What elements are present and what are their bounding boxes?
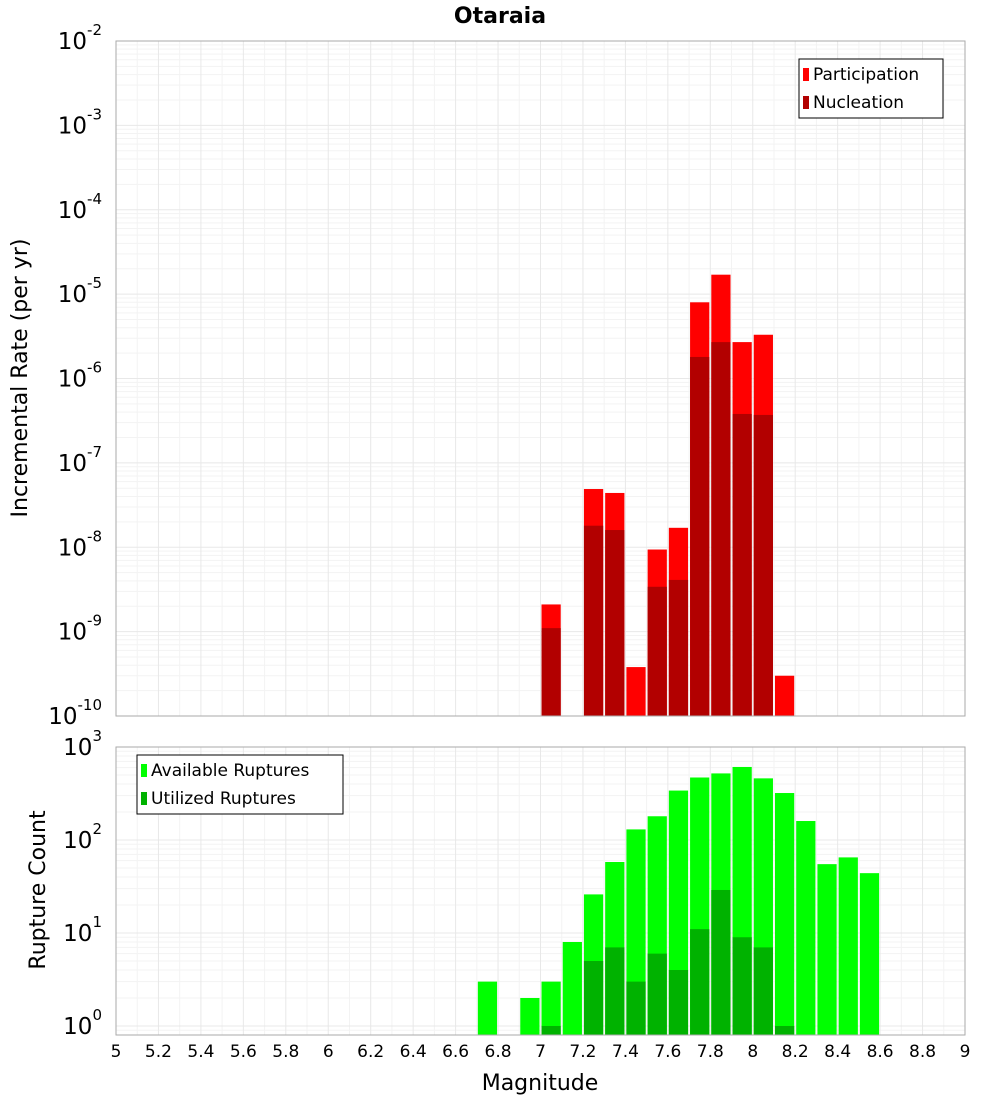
- x-tick-label: 5.2: [145, 1042, 172, 1062]
- bar-utilized-ruptures: [583, 960, 604, 1035]
- bar-available-ruptures: [817, 864, 837, 1035]
- bar-nucleation: [647, 586, 667, 716]
- x-tick-label: 7.4: [612, 1042, 639, 1062]
- legend: Participation Nucleation: [798, 58, 944, 119]
- legend-label: Utilized Ruptures: [151, 789, 296, 809]
- bar-participation: [774, 675, 795, 716]
- bottom-plot-area: 100 101 102 103 5 5.2 5.4 5.6 5.8 6 6.2 6.4 6.6 6.8 7 7…: [63, 727, 970, 1062]
- y-tick-label: 10-7: [58, 443, 102, 477]
- y-tick-label: 100: [63, 1006, 102, 1040]
- bar-utilized-ruptures: [668, 969, 689, 1035]
- y-tick-label: 10-3: [58, 105, 102, 139]
- bar-available-ruptures: [520, 997, 540, 1035]
- x-tick-label: 8.4: [824, 1042, 851, 1062]
- bar-utilized-ruptures: [626, 981, 646, 1035]
- bar-nucleation: [583, 525, 604, 716]
- x-tick-label: 8.8: [909, 1042, 936, 1062]
- bar-available-ruptures: [774, 793, 795, 1035]
- x-tick-label: 8: [747, 1042, 758, 1062]
- x-tick-label: 8.2: [782, 1042, 809, 1062]
- top-y-axis-label: Incremental Rate (per yr): [8, 239, 33, 518]
- x-tick-label: 7.2: [569, 1042, 596, 1062]
- x-tick-label: 6.4: [400, 1042, 427, 1062]
- bar-available-ruptures: [796, 821, 816, 1035]
- x-tick-label: 5.4: [187, 1042, 214, 1062]
- x-tick-label: 7: [535, 1042, 546, 1062]
- bar-nucleation: [605, 530, 625, 716]
- bar-utilized-ruptures: [711, 889, 731, 1035]
- bar-nucleation: [753, 414, 773, 716]
- legend-swatch: [803, 96, 809, 109]
- x-tick-label: 7.6: [654, 1042, 681, 1062]
- plot-frame: [115, 746, 966, 1036]
- bar-nucleation: [711, 342, 731, 716]
- top-plot-area: 10-10 10-9 10-8 10-7 10-6 10-5 10-4 10-3 10-2 Par…: [48, 21, 966, 730]
- bar-utilized-ruptures: [690, 929, 710, 1035]
- legend: Available Ruptures Utilized Ruptures: [136, 754, 344, 815]
- y-tick-label: 10-10: [48, 696, 102, 730]
- bar-nucleation: [732, 413, 752, 716]
- legend-label: Participation: [813, 65, 919, 85]
- legend-label: Available Ruptures: [151, 761, 309, 781]
- x-tick-label: 6.2: [357, 1042, 384, 1062]
- bar-utilized-ruptures: [774, 1025, 795, 1035]
- bar-utilized-ruptures: [541, 1025, 561, 1035]
- legend-swatch: [141, 764, 147, 777]
- x-tick-label: 6.8: [485, 1042, 512, 1062]
- bar-participation: [626, 667, 646, 716]
- legend-box: [798, 58, 944, 119]
- x-tick-label: 5.8: [272, 1042, 299, 1062]
- legend-swatch: [803, 68, 809, 81]
- bar-utilized-ruptures: [605, 947, 625, 1035]
- bar-available-ruptures: [838, 857, 858, 1035]
- bar-nucleation: [541, 628, 561, 716]
- x-axis-label: Magnitude: [482, 1071, 599, 1096]
- chart-title: Otaraia: [454, 4, 546, 29]
- bar-available-ruptures: [541, 981, 561, 1035]
- legend-swatch: [141, 792, 147, 805]
- y-tick-label: 10-4: [58, 190, 102, 224]
- x-tick-label: 9: [960, 1042, 971, 1062]
- x-tick-label: 5: [111, 1042, 122, 1062]
- x-tick-label: 7.8: [697, 1042, 724, 1062]
- y-tick-label: 10-6: [58, 359, 102, 393]
- y-tick-label: 10-5: [58, 274, 102, 308]
- bottom-y-axis-label: Rupture Count: [26, 810, 51, 970]
- x-tick-label: 6: [323, 1042, 334, 1062]
- x-tick-label: 8.6: [867, 1042, 894, 1062]
- y-tick-label: 103: [63, 727, 102, 761]
- bar-available-ruptures: [859, 873, 880, 1035]
- bar-nucleation: [690, 356, 710, 716]
- bar-nucleation: [668, 579, 689, 716]
- bar-utilized-ruptures: [647, 953, 667, 1035]
- y-tick-label: 101: [63, 913, 102, 947]
- y-tick-label: 102: [63, 820, 102, 854]
- legend-label: Nucleation: [813, 93, 904, 113]
- bar-available-ruptures: [477, 981, 498, 1035]
- y-tick-label: 10-8: [58, 527, 102, 561]
- y-tick-label: 10-2: [58, 21, 102, 55]
- y-tick-label: 10-9: [58, 612, 102, 646]
- bar-utilized-ruptures: [753, 947, 773, 1035]
- x-tick-label: 5.6: [230, 1042, 257, 1062]
- legend-box: [136, 754, 344, 815]
- plot-frame: [115, 40, 966, 717]
- bar-available-ruptures: [562, 942, 582, 1035]
- bar-utilized-ruptures: [732, 937, 752, 1035]
- x-tick-label: 6.6: [442, 1042, 469, 1062]
